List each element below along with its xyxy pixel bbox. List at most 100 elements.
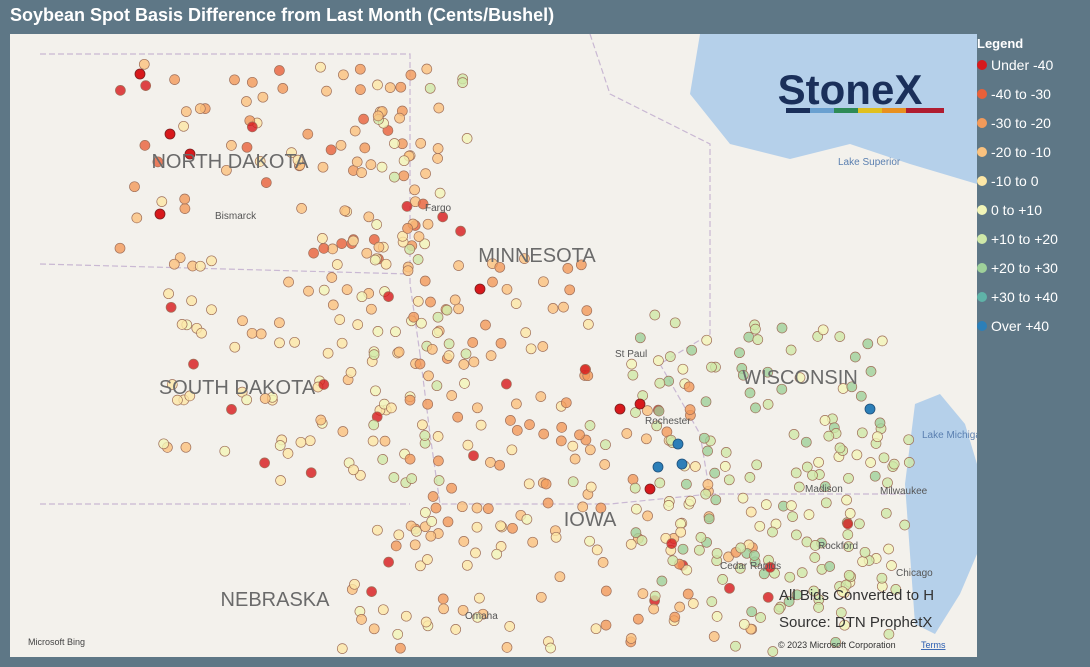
data-point <box>140 80 152 91</box>
data-point <box>412 295 424 307</box>
data-point <box>134 68 146 80</box>
data-point <box>791 529 802 541</box>
data-point <box>793 481 805 493</box>
data-point <box>226 140 237 151</box>
data-point <box>388 472 400 483</box>
data-point <box>154 208 166 220</box>
data-point <box>409 539 421 551</box>
data-point <box>730 640 741 652</box>
data-point <box>844 508 856 519</box>
data-point <box>823 430 835 442</box>
data-point <box>767 646 779 657</box>
data-point <box>417 419 428 431</box>
data-point <box>472 611 483 623</box>
data-point <box>800 436 812 448</box>
data-point <box>744 472 756 483</box>
data-point <box>511 425 523 436</box>
data-point <box>507 522 518 534</box>
data-point <box>803 509 815 520</box>
data-point <box>510 298 522 309</box>
data-point <box>131 212 143 224</box>
data-point <box>682 588 694 600</box>
data-point <box>600 439 611 451</box>
legend-item: 0 to +10 <box>977 202 1058 231</box>
data-point <box>878 452 890 464</box>
data-point <box>494 459 506 471</box>
data-point <box>402 223 413 234</box>
data-point <box>404 394 416 406</box>
data-point <box>432 327 443 338</box>
data-point <box>711 611 723 622</box>
data-point <box>538 428 550 440</box>
data-point <box>318 284 330 296</box>
data-point <box>383 291 394 302</box>
data-point <box>274 317 285 329</box>
data-point <box>326 272 338 283</box>
data-point <box>626 358 637 370</box>
data-point <box>442 516 454 528</box>
state-label: MINNESOTA <box>478 245 596 267</box>
data-point <box>834 331 846 342</box>
data-point <box>296 203 307 214</box>
data-point <box>419 275 431 287</box>
place-label: Bismarck <box>215 211 257 222</box>
data-point <box>621 428 633 439</box>
data-point <box>356 167 367 178</box>
data-point <box>801 461 813 473</box>
data-point <box>413 231 425 242</box>
data-point <box>750 402 761 414</box>
data-point <box>762 591 774 603</box>
data-point <box>837 586 848 598</box>
data-point <box>883 543 894 555</box>
data-point <box>642 510 653 522</box>
data-point <box>674 601 686 613</box>
data-point <box>443 350 455 361</box>
data-point <box>520 327 532 338</box>
data-point <box>229 74 240 86</box>
data-point <box>349 125 361 137</box>
data-point <box>115 85 126 96</box>
data-point <box>372 110 384 122</box>
data-point <box>482 503 494 514</box>
data-point <box>854 518 865 530</box>
legend-swatch <box>977 147 987 157</box>
data-point <box>855 390 867 402</box>
state-label: NORTH DAKOTA <box>151 151 309 173</box>
note: All Bids Converted to H <box>779 587 934 604</box>
place-label: Lake Michigan <box>922 430 977 441</box>
data-point <box>545 642 556 654</box>
data-point <box>734 347 745 359</box>
legend-item: -40 to -30 <box>977 86 1058 115</box>
data-point <box>129 181 140 193</box>
data-point <box>631 503 642 515</box>
place-label: St Paul <box>615 349 647 360</box>
data-point <box>383 556 394 568</box>
data-point <box>389 171 400 183</box>
data-point <box>289 336 300 348</box>
data-point <box>527 536 539 548</box>
data-point <box>395 81 407 93</box>
terms-link[interactable]: Terms <box>921 640 946 650</box>
place-label: Milwaukee <box>880 486 928 497</box>
data-point <box>453 303 464 315</box>
data-point <box>461 133 473 144</box>
data-point <box>883 628 895 640</box>
data-point <box>462 439 474 451</box>
data-point <box>511 398 522 410</box>
data-point <box>813 602 824 613</box>
data-point <box>259 393 271 404</box>
data-point <box>468 450 479 462</box>
data-point <box>359 142 371 154</box>
data-point <box>843 472 854 484</box>
data-point <box>172 394 183 406</box>
data-point <box>813 456 824 468</box>
data-point <box>760 499 772 510</box>
data-point <box>317 233 328 244</box>
data-point <box>458 359 470 370</box>
data-point <box>408 311 420 323</box>
legend-swatch <box>977 205 987 215</box>
data-point <box>776 383 788 395</box>
data-point <box>695 532 707 543</box>
legend-item: Under -40 <box>977 57 1058 86</box>
data-point <box>677 363 689 375</box>
